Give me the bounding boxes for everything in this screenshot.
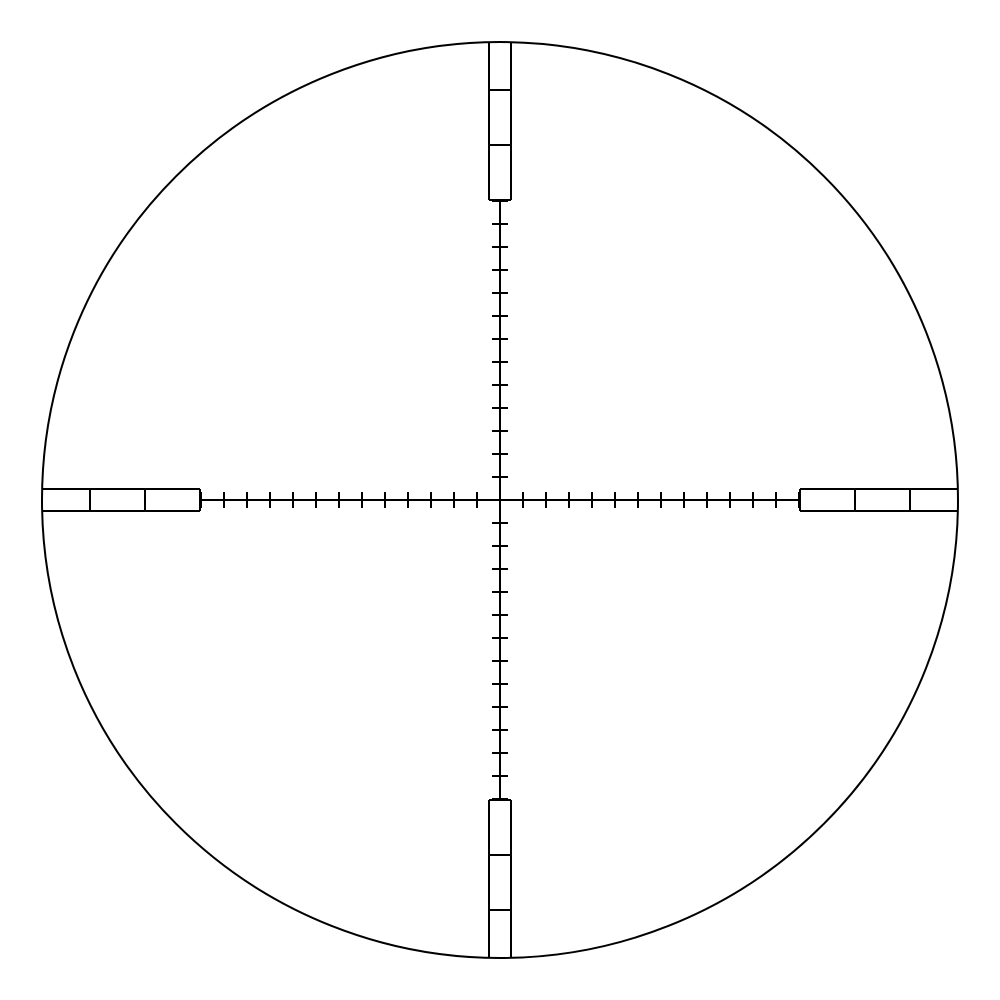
reticle-diagram bbox=[0, 0, 1000, 1000]
